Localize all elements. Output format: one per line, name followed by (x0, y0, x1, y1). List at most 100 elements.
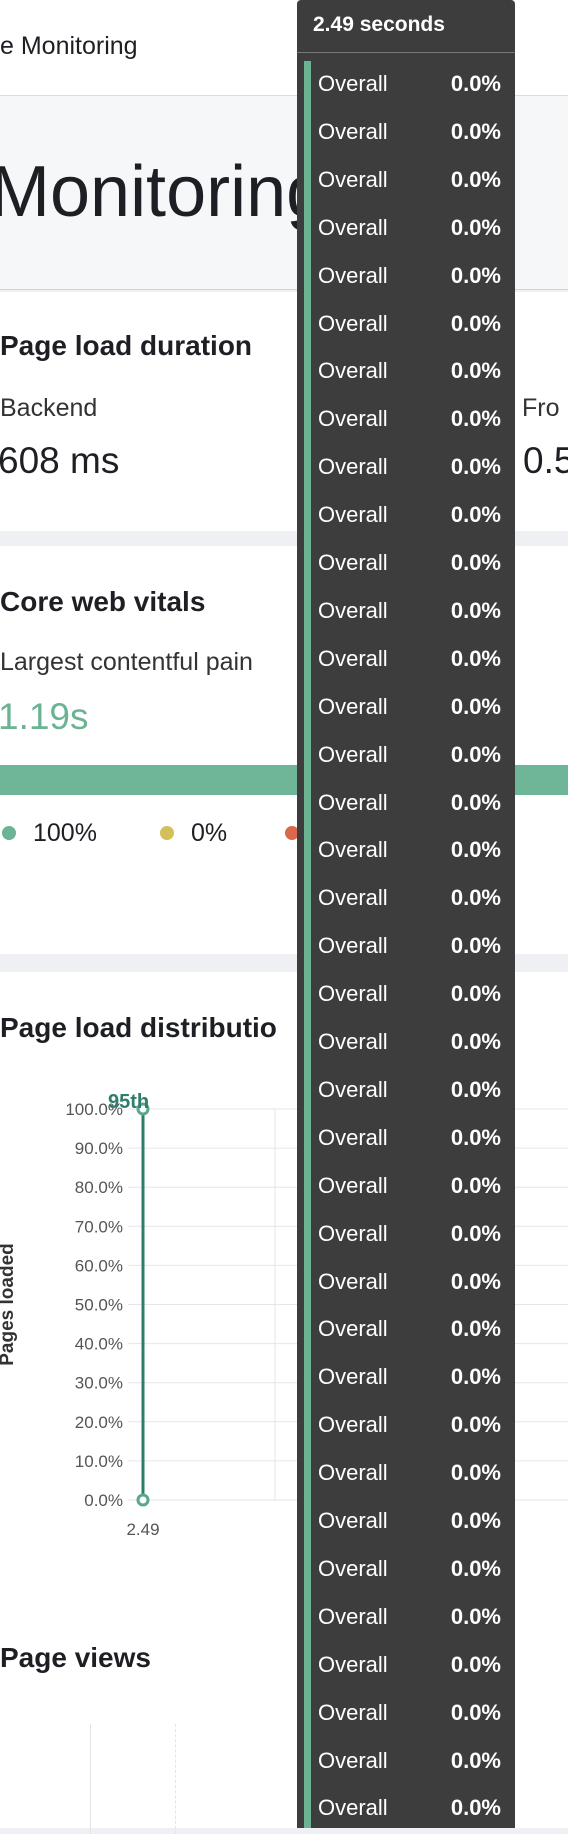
row-value: 0.0% (450, 1220, 501, 1246)
row-label: Overall (318, 1795, 388, 1821)
row-value: 0.0% (450, 310, 501, 336)
section-title: Page load duration (0, 330, 253, 361)
y-tick-label: 70.0% (75, 1217, 123, 1236)
row-label: Overall (318, 741, 388, 767)
row-label: Overall (318, 1076, 388, 1102)
row-label: Overall (318, 358, 388, 384)
row-label: Overall (318, 1364, 388, 1390)
row-label: Overall (318, 214, 388, 240)
row-label: Overall (318, 981, 388, 1007)
row-label: Overall (318, 1412, 388, 1438)
metric-value: 1.19s (0, 696, 89, 737)
row-label: Overall (318, 550, 388, 575)
metric-label: Backend (0, 394, 98, 422)
legend-dot (160, 826, 174, 840)
row-value: 0.0% (450, 1364, 501, 1390)
row-label: Overall (318, 502, 388, 528)
row-label: Overall (318, 1747, 388, 1773)
row-value: 0.0% (450, 981, 501, 1007)
header-title: e Monitoring (0, 32, 138, 60)
row-value: 0.0% (450, 1795, 501, 1821)
row-value: 0.0% (450, 1268, 501, 1294)
row-label: Overall (318, 406, 388, 432)
row-value: 0.0% (450, 1747, 501, 1773)
metric-label: Fro (522, 394, 560, 422)
row-value: 0.0% (450, 262, 501, 288)
row-value: 0.0% (450, 1172, 501, 1198)
row-label: Overall (318, 1172, 388, 1198)
row-label: Overall (318, 1124, 388, 1150)
legend-dot (285, 826, 299, 840)
row-value: 0.0% (450, 1508, 501, 1533)
y-tick-label: 100.0% (65, 1100, 123, 1119)
row-label: Overall (318, 837, 388, 863)
y-axis-label: Pages loaded (0, 1243, 18, 1366)
metric-value: 608 ms (0, 440, 120, 481)
grid-line (175, 1724, 176, 1834)
row-value: 0.0% (450, 597, 501, 623)
grid-line (90, 1724, 91, 1834)
row-label: Overall (318, 1220, 388, 1246)
row-label: Overall (318, 1268, 388, 1294)
tooltip-title: 2.49 seconds (313, 13, 445, 36)
row-label: Overall (318, 1603, 388, 1629)
point (136, 1102, 150, 1116)
legend-dot (2, 826, 16, 840)
y-tick-label: 90.0% (75, 1139, 123, 1158)
row-value: 0.0% (450, 1460, 501, 1486)
section-title: Page views (0, 1642, 151, 1673)
row-value: 0.0% (450, 693, 501, 719)
row-label: Overall (318, 1651, 388, 1677)
row-value: 0.0% (450, 933, 501, 959)
row-value: 0.0% (450, 358, 501, 384)
row-label: Overall (318, 933, 388, 959)
row-label: Overall (318, 645, 388, 671)
row-label: Overall (318, 1555, 388, 1581)
row-label: Overall (318, 693, 388, 719)
row-value: 0.0% (450, 1076, 501, 1102)
annotation: 95th (108, 1091, 149, 1113)
row-label: Overall (318, 310, 388, 336)
y-tick-label: 60.0% (75, 1256, 123, 1275)
series-indicator (304, 61, 311, 1828)
row-label: Overall (318, 597, 388, 623)
row-label: Overall (318, 118, 388, 144)
row-value: 0.0% (450, 1316, 501, 1342)
row-label: Overall (318, 1699, 388, 1725)
x-tick-label: 2.49 (126, 1520, 159, 1539)
row-value: 0.0% (450, 406, 501, 432)
row-value: 0.0% (450, 1412, 501, 1438)
row-value: 0.0% (450, 885, 501, 911)
section-title: Core web vitals (0, 586, 206, 617)
row-label: Overall (318, 454, 388, 480)
row-value: 0.0% (450, 1603, 501, 1629)
point (136, 1493, 150, 1507)
page-title: Monitoring (0, 152, 327, 232)
y-tick-label: 0.0% (84, 1491, 123, 1510)
row-value: 0.0% (450, 837, 501, 863)
y-tick-label: 30.0% (75, 1374, 123, 1393)
separator (297, 52, 515, 53)
row-value: 0.0% (450, 1651, 501, 1677)
y-tick-label: 50.0% (75, 1296, 123, 1315)
row-value: 0.0% (450, 1699, 501, 1725)
row-value: 0.0% (450, 502, 501, 528)
row-label: Overall (318, 885, 388, 911)
row-value: 0.0% (450, 118, 501, 144)
row-label: Overall (318, 789, 388, 815)
row-value: 0.0% (450, 454, 501, 480)
row-value: 0.0% (450, 1029, 501, 1054)
row-value: 0.0% (450, 166, 501, 192)
tooltip: 2.49 seconds Overall 0.0% Overall 0.0% Overa… (297, 0, 515, 1828)
row-label: Overall (318, 262, 388, 288)
y-tick-label: 10.0% (75, 1452, 123, 1471)
row-label: Overall (318, 1029, 388, 1054)
row-label: Overall (318, 1508, 388, 1533)
legend-label: 100% (33, 819, 97, 847)
y-tick-label: 20.0% (75, 1413, 123, 1432)
row-value: 0.0% (450, 789, 501, 815)
chart: 0.0% 10.0% 20.0% 30.0% 40.0% 50.0% 60.0% 70.0% 8… (0, 1091, 568, 1539)
row-value: 0.0% (450, 214, 501, 240)
row-value: 0.0% (450, 741, 501, 767)
y-tick-label: 80.0% (75, 1178, 123, 1197)
